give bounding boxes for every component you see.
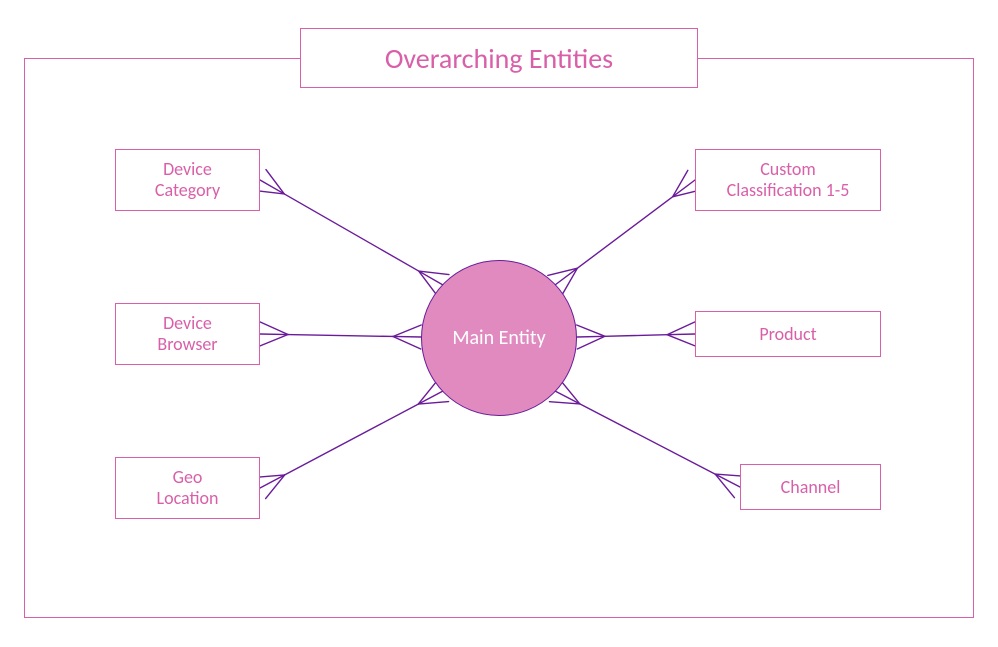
channel-box: Channel xyxy=(740,464,881,510)
diagram-title: Overarching Entities xyxy=(385,41,613,76)
device-browser-label: DeviceBrowser xyxy=(157,313,217,354)
product-box: Product xyxy=(695,311,881,357)
channel-label: Channel xyxy=(781,477,841,498)
main-entity-node: Main Entity xyxy=(421,260,577,416)
geo-location-label: GeoLocation xyxy=(157,467,219,508)
custom-classification-box: CustomClassification 1-5 xyxy=(695,149,881,211)
geo-location-box: GeoLocation xyxy=(115,457,260,519)
device-browser-box: DeviceBrowser xyxy=(115,303,260,365)
product-label: Product xyxy=(759,324,816,345)
diagram-canvas: Overarching Entities Main Entity DeviceC… xyxy=(0,0,998,647)
device-category-box: DeviceCategory xyxy=(115,149,260,211)
custom-classification-label: CustomClassification 1-5 xyxy=(727,159,850,200)
device-category-label: DeviceCategory xyxy=(155,159,220,200)
main-entity-label: Main Entity xyxy=(452,326,545,350)
title-box: Overarching Entities xyxy=(300,28,698,88)
